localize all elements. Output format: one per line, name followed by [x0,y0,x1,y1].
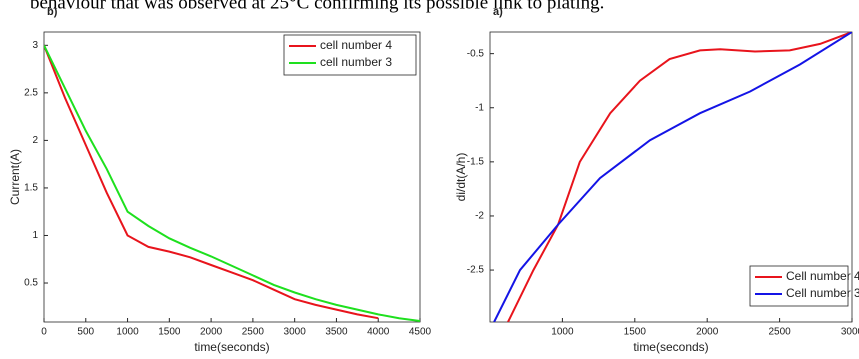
legend-box [283,34,417,76]
x-tick-label: 1000 [116,327,139,338]
x-tick-label: 4500 [409,327,432,338]
y-tick-label: -2.5 [467,265,485,276]
panel-label: b) [47,6,58,18]
x-tick-label: 2000 [200,327,223,338]
line-series [44,44,379,320]
y-tick-label: -1 [475,102,484,113]
x-tick-label: 2500 [242,327,265,338]
x-axis-label: time(seconds) [633,340,708,354]
x-tick-label: 0 [41,327,47,338]
y-tick-label: 3 [32,40,38,51]
y-axis-label: Current(A) [8,149,22,205]
x-tick-label: 1500 [624,327,647,338]
y-tick-label: 2 [32,135,38,146]
legend-label: cell number 4 [320,38,392,52]
x-tick-label: 3000 [841,327,859,338]
legend-box [749,265,849,307]
caption-fragment: behaviour that was observed at 25°C conf… [30,0,604,13]
y-axis-label: di/dt(A/h) [454,153,468,202]
y-tick-label: 1.5 [24,183,38,194]
y-tick-label: 1 [32,230,38,241]
y-tick-label: -0.5 [467,48,485,59]
x-tick-label: 3500 [325,327,348,338]
x-tick-label: 4000 [367,327,390,338]
x-tick-label: 1000 [551,327,574,338]
x-tick-label: 2500 [768,327,791,338]
x-axis-label: time(seconds) [194,340,269,354]
y-tick-label: -1.5 [467,156,485,167]
legend-label: cell number 3 [320,55,392,69]
plot-area [43,31,421,323]
legend-label: Cell number 4 [786,269,859,283]
x-tick-label: 500 [77,327,94,338]
panel-label: a) [493,6,503,18]
legend-label: Cell number 3 [786,286,859,300]
x-tick-label: 1500 [158,327,181,338]
y-tick-label: 0.5 [24,278,38,289]
line-series [44,44,420,322]
y-tick-label: 2.5 [24,87,38,98]
y-tick-label: -2 [475,211,484,222]
x-tick-label: 3000 [284,327,307,338]
line-series [493,32,852,322]
x-tick-label: 2000 [696,327,719,338]
